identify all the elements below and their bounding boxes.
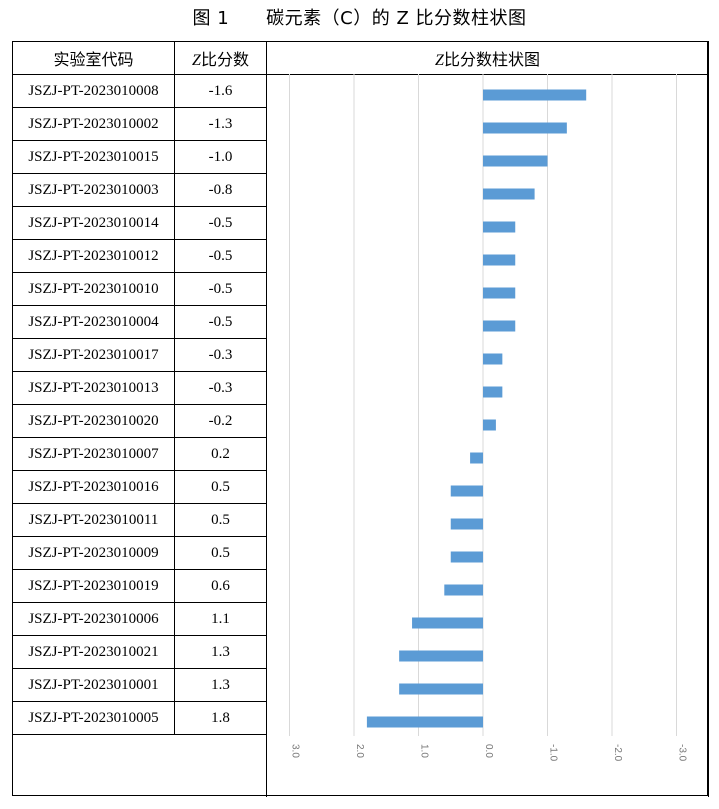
z-score-cell: -0.2 [174, 404, 267, 438]
z-score-bar [483, 320, 516, 332]
lab-code-cell: JSZJ-PT-2023010021 [12, 635, 175, 669]
table-row: JSZJ-PT-2023010017 -0.3 [12, 338, 709, 372]
z-score-bar [450, 551, 483, 563]
table-row: JSZJ-PT-2023010014 -0.5 [12, 206, 709, 240]
table-row: JSZJ-PT-2023010004 -0.5 [12, 305, 709, 339]
z-score-bar-chart: 3.0 2.0 1.0 0.0 -1.0 -2.0 -3.0 [289, 74, 688, 762]
z-score-bar [483, 287, 516, 299]
header-row: 实验室代码 Z比分数 Z比分数柱状图 [12, 41, 709, 75]
lab-code-cell: JSZJ-PT-2023010005 [12, 701, 175, 735]
z-score-cell: -0.5 [174, 272, 267, 306]
header-z-score: Z比分数 [174, 41, 267, 75]
x-tick-label: -3.0 [677, 744, 688, 762]
z-score-bar [483, 386, 503, 398]
z-score-cell: -1.6 [174, 74, 267, 108]
z-score-cell: 0.2 [174, 437, 267, 471]
z-score-cell: -0.8 [174, 173, 267, 207]
z-score-bar [483, 254, 516, 266]
lab-code-cell: JSZJ-PT-2023010003 [12, 173, 175, 207]
z-score-bar [444, 584, 483, 596]
z-score-cell: 0.5 [174, 536, 267, 570]
z-score-bar [483, 353, 503, 365]
header-chart-z-letter: Z [435, 52, 444, 69]
z-score-cell: 1.3 [174, 635, 267, 669]
lab-code-cell: JSZJ-PT-2023010001 [12, 668, 175, 702]
x-tick-label: 2.0 [354, 744, 365, 758]
table-row: JSZJ-PT-2023010013 -0.3 [12, 371, 709, 405]
z-score-bar [450, 518, 483, 530]
table-body: JSZJ-PT-2023010008 -1.6 JSZJ-PT-2023010002… [12, 74, 709, 797]
z-score-bar [450, 485, 483, 497]
table-row: JSZJ-PT-2023010012 -0.5 [12, 239, 709, 273]
x-tick-label: -1.0 [548, 744, 559, 762]
x-tick-label: 1.0 [419, 744, 430, 758]
z-score-cell: -0.5 [174, 239, 267, 273]
z-score-bar [483, 221, 516, 233]
lab-code-cell: JSZJ-PT-2023010010 [12, 272, 175, 306]
z-score-cell: 0.6 [174, 569, 267, 603]
lab-code-cell: JSZJ-PT-2023010007 [12, 437, 175, 471]
x-tick-label: 0.0 [483, 744, 494, 758]
table-row: JSZJ-PT-2023010008 -1.6 [12, 74, 709, 797]
lab-code-cell: JSZJ-PT-2023010014 [12, 206, 175, 240]
header-z-rest: 比分数 [200, 50, 249, 69]
figure-caption: 图 1 碳元素（C）的 Z 比分数柱状图 [192, 8, 527, 29]
lab-code-cell: JSZJ-PT-2023010015 [12, 140, 175, 174]
lab-code-cell: JSZJ-PT-2023010009 [12, 536, 175, 570]
table-row: JSZJ-PT-2023010007 0.2 [12, 437, 709, 471]
lab-code-cell: JSZJ-PT-2023010004 [12, 305, 175, 339]
table-row: JSZJ-PT-2023010021 1.3 [12, 635, 709, 669]
table-row: JSZJ-PT-2023010009 0.5 [12, 536, 709, 570]
lab-code-cell: JSZJ-PT-2023010013 [12, 371, 175, 405]
table-row: JSZJ-PT-2023010015 -1.0 [12, 140, 709, 174]
x-tick-label: -2.0 [612, 744, 623, 762]
lab-code-cell: JSZJ-PT-2023010019 [12, 569, 175, 603]
x-tick-label: 3.0 [290, 744, 301, 758]
z-score-cell: -0.5 [174, 206, 267, 240]
header-chart-rest: 比分数柱状图 [443, 50, 540, 69]
header-z-letter: Z [192, 52, 201, 69]
z-score-bar [483, 122, 567, 134]
z-score-cell: 1.8 [174, 701, 267, 735]
lab-code-cell: JSZJ-PT-2023010008 [12, 74, 175, 108]
lab-code-cell: JSZJ-PT-2023010012 [12, 239, 175, 273]
z-score-bar [483, 155, 548, 167]
lab-code-cell: JSZJ-PT-2023010011 [12, 503, 175, 537]
z-score-bar [399, 683, 483, 695]
lab-code-cell: JSZJ-PT-2023010006 [12, 602, 175, 636]
lab-code-cell: JSZJ-PT-2023010017 [12, 338, 175, 372]
table-row: JSZJ-PT-2023010003 -0.8 [12, 173, 709, 207]
z-score-cell: -0.3 [174, 338, 267, 372]
z-score-bar [366, 716, 483, 728]
table-row: JSZJ-PT-2023010011 0.5 [12, 503, 709, 537]
z-score-bar [483, 419, 496, 431]
z-score-cell: 0.5 [174, 503, 267, 537]
z-score-bar [483, 89, 587, 101]
table-row: JSZJ-PT-2023010010 -0.5 [12, 272, 709, 306]
axis-spacer-cell [12, 734, 267, 797]
lab-code-cell: JSZJ-PT-2023010016 [12, 470, 175, 504]
z-score-cell: -1.0 [174, 140, 267, 174]
z-score-bar [399, 650, 483, 662]
table-row: JSZJ-PT-2023010002 -1.3 [12, 107, 709, 141]
table-row: JSZJ-PT-2023010020 -0.2 [12, 404, 709, 438]
z-score-bar [483, 188, 535, 200]
lab-code-cell: JSZJ-PT-2023010002 [12, 107, 175, 141]
header-lab-code: 实验室代码 [12, 41, 175, 75]
z-score-bar [412, 617, 483, 629]
z-score-table: 实验室代码 Z比分数 Z比分数柱状图 JSZJ-PT-2023010008 -1.… [12, 41, 709, 797]
table-row: JSZJ-PT-2023010005 1.8 [12, 701, 709, 735]
z-score-cell: -0.3 [174, 371, 267, 405]
z-score-cell: 1.1 [174, 602, 267, 636]
table-row: JSZJ-PT-2023010016 0.5 [12, 470, 709, 504]
z-score-cell: 0.5 [174, 470, 267, 504]
z-score-cell: -0.5 [174, 305, 267, 339]
z-score-bar [470, 452, 483, 464]
lab-code-cell: JSZJ-PT-2023010020 [12, 404, 175, 438]
header-chart: Z比分数柱状图 [266, 41, 709, 75]
z-score-cell: -1.3 [174, 107, 267, 141]
axis-spacer-row [12, 734, 709, 797]
z-score-cell: 1.3 [174, 668, 267, 702]
